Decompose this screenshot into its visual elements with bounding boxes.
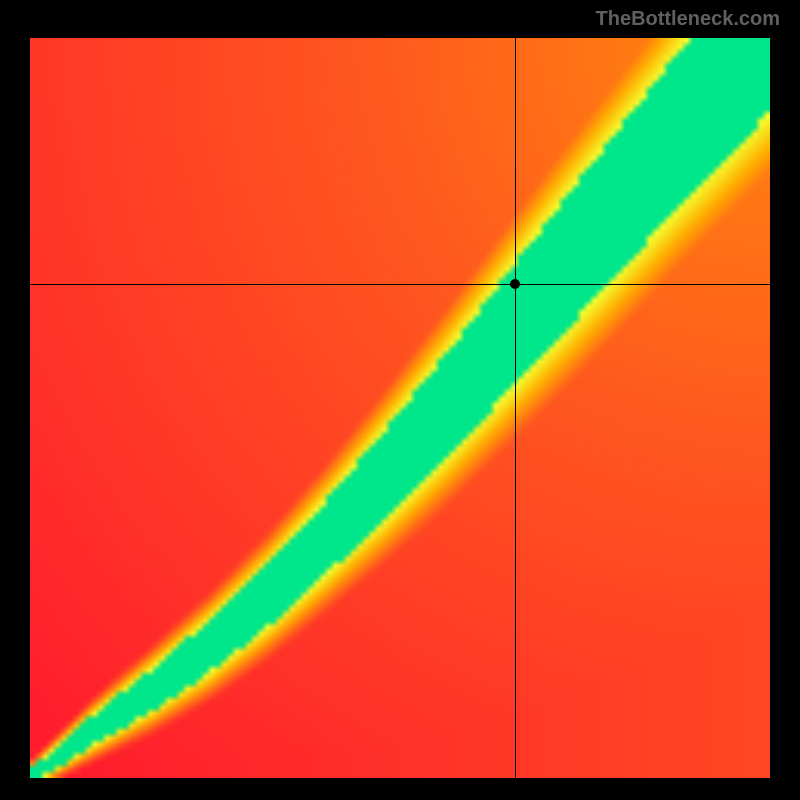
crosshair-vertical [515, 38, 516, 778]
watermark-text: TheBottleneck.com [596, 8, 780, 31]
marker-dot [510, 279, 520, 289]
bottleneck-heatmap [30, 38, 770, 778]
crosshair-horizontal [30, 284, 770, 285]
heatmap-canvas [30, 38, 770, 778]
